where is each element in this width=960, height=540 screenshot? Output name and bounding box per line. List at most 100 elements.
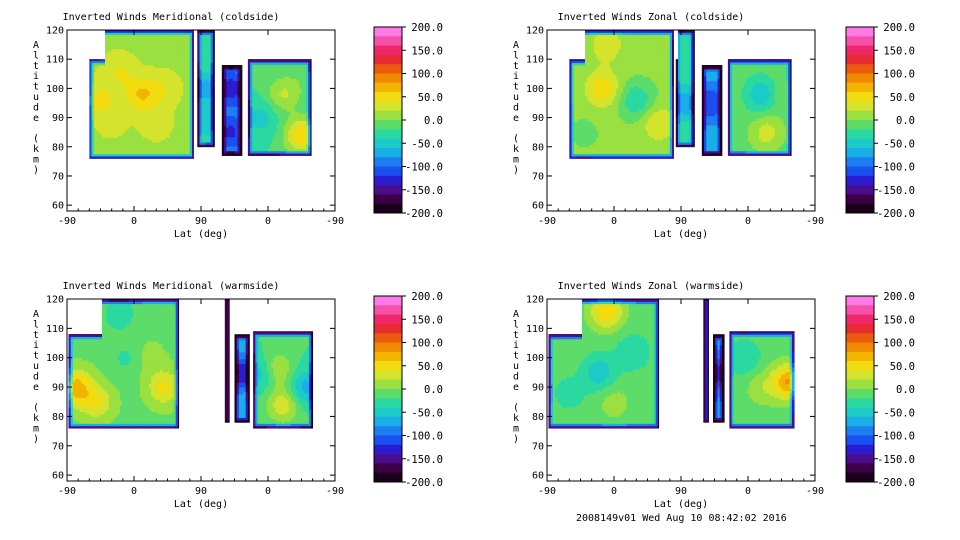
field-cell [98,156,101,159]
field-cell [169,30,173,33]
field-cell [154,146,157,150]
field-cell [147,86,151,89]
field-cell [120,100,124,103]
field-cell [138,90,142,94]
field-cell [165,32,168,36]
field-cell [116,137,119,141]
field-cell [171,74,175,78]
field-cell [107,69,110,73]
field-cell [104,48,108,52]
field-cell [91,62,95,66]
field-cell [239,118,243,121]
field-cell [113,109,117,113]
field-cell [129,83,133,87]
field-cell [134,104,137,108]
field-cell [187,107,191,110]
field-cell [149,100,153,103]
field-cell [120,41,124,45]
field-cell [127,51,130,54]
field-cell [91,109,95,113]
field-cell [91,65,95,68]
field-cell [102,100,106,103]
field-cell [116,65,119,68]
field-cell [127,111,130,115]
field-cell [127,146,130,150]
field-cell [134,142,137,145]
field-cell [192,69,194,73]
field-cell [111,156,115,159]
field-cell [122,121,126,124]
field-cell [116,109,119,113]
field-cell [158,58,162,61]
field-cell [136,69,139,73]
field-cell [122,153,126,157]
field-cell [116,72,119,75]
field-cell [111,65,115,68]
colorbar-swatch [374,129,402,139]
field-cell [310,120,312,124]
field-cell [185,121,188,124]
field-cell [113,34,117,38]
field-cell [180,149,184,152]
field-cell [192,135,194,138]
field-cell [176,114,180,117]
field-cell [169,153,173,157]
field-cell [165,102,168,106]
field-cell [100,69,104,73]
field-cell [160,48,164,52]
field-cell [89,60,92,64]
field-cell [134,102,137,106]
field-cell [183,37,186,40]
field-cell [239,132,243,135]
field-cell [145,139,148,143]
field-cell [176,44,180,47]
data-region-2 [197,30,215,148]
field-cell [163,60,166,64]
field-cell [151,74,155,78]
field-cell [154,107,157,110]
field-cell [118,97,121,101]
field-cell [163,100,166,103]
field-cell [91,142,95,145]
field-cell [98,72,101,75]
field-cell [145,53,148,57]
field-cell [134,128,137,131]
field-cell [165,53,168,57]
field-cell [158,74,162,78]
field-cell [118,116,121,120]
field-cell [154,132,157,136]
field-cell [129,74,133,78]
field-cell [138,34,142,38]
field-cell [160,132,164,136]
field-cell [107,51,110,54]
data-region-1 [89,30,194,159]
field-cell [111,41,115,45]
field-cell [212,44,215,47]
field-cell [109,60,113,64]
field-cell [171,149,175,152]
field-cell [163,30,166,33]
field-cell [183,83,186,87]
field-cell [91,146,95,150]
field-cell [171,55,175,59]
field-cell [154,32,157,36]
field-cell [140,149,144,152]
field-cell [142,60,146,64]
field-cell [163,139,166,143]
field-cell [127,76,130,80]
colorbar-tick-label: -200.0 [405,208,443,220]
field-cell [167,30,171,33]
field-cell [120,55,124,59]
field-cell [169,65,173,68]
field-cell [174,69,177,73]
field-cell [156,60,159,64]
field-cell [93,132,97,136]
field-cell [116,76,119,80]
field-cell [174,102,177,106]
field-cell [89,86,92,89]
field-cell [136,51,139,54]
field-cell [183,81,186,85]
field-cell [138,44,142,47]
field-cell [176,79,180,82]
field-cell [136,151,139,155]
